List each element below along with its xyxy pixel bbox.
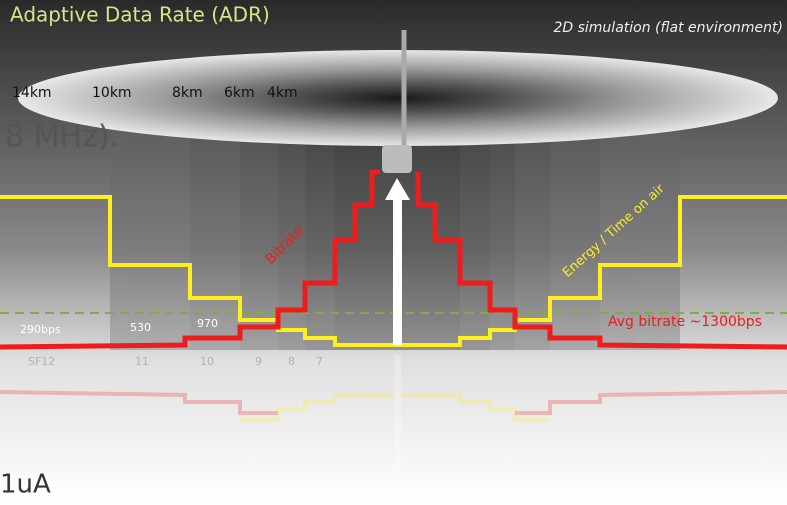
- sf-label: 7: [316, 355, 323, 368]
- sf-label: 11: [135, 355, 149, 368]
- subtitle: 2D simulation (flat environment): [553, 20, 783, 36]
- footer-text: 1uA: [0, 470, 51, 500]
- bitrate-value: 970: [197, 317, 218, 330]
- bitrate-value: 290bps: [20, 323, 61, 336]
- distance: 8km: [172, 85, 203, 101]
- adr-diagram: Adaptive Data Rate (ADR) 2D simulation (…: [0, 0, 787, 501]
- sf-label: SF12: [28, 355, 55, 368]
- distance: 4km: [267, 85, 298, 101]
- gateway: [382, 145, 412, 173]
- sf-label: 8: [288, 355, 295, 368]
- arrow-shaft: [393, 195, 402, 345]
- distance: 10km: [92, 85, 132, 101]
- avg-label: Avg bitrate ~1300bps: [608, 314, 762, 330]
- coverage-disc: [18, 50, 778, 146]
- sf-label: 9: [255, 355, 262, 368]
- distance: 14km: [12, 85, 52, 101]
- bitrate-value: 530: [130, 321, 151, 334]
- background-text: 8 MHz).: [5, 120, 119, 155]
- title: Adaptive Data Rate (ADR): [10, 3, 270, 27]
- sf-label: 10: [200, 355, 214, 368]
- distance: 6km: [224, 85, 255, 101]
